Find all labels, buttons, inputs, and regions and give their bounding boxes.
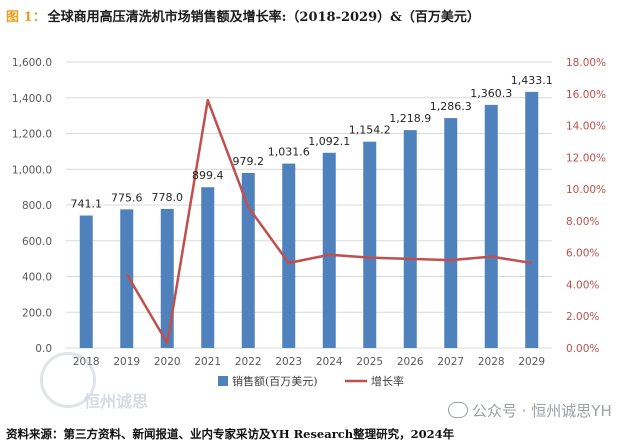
chart-title: 图 1： 全球商用高压清洗机市场销售额及增长率:（2018-2029）&（百万美元… bbox=[6, 6, 480, 25]
bar-value-label: 1,218.9 bbox=[389, 112, 431, 125]
watermark-text: 公众号 · 恒州诚思YH bbox=[472, 402, 612, 420]
y-left-tick-label: 1,400.0 bbox=[12, 93, 52, 105]
y-right-tick-label: 6.00% bbox=[566, 248, 599, 260]
bar-value-label: 979.2 bbox=[233, 155, 265, 168]
y-right-tick-label: 16.00% bbox=[566, 89, 606, 101]
logo-circle-icon bbox=[40, 352, 96, 408]
y-right-tick-label: 0.00% bbox=[566, 343, 599, 355]
y-right-tick-label: 12.00% bbox=[566, 152, 606, 164]
watermark-logo: 恒州诚思 bbox=[40, 352, 170, 412]
x-tick-label: 2019 bbox=[113, 356, 140, 368]
data-labels: 741.1 775.6 778.0899.4979.21,031.61,092.11… bbox=[71, 74, 553, 211]
bar bbox=[403, 130, 417, 348]
bar-value-label: 1,433.1 bbox=[511, 74, 553, 87]
legend-bar-label: 销售额(百万美元) bbox=[232, 374, 318, 388]
x-tick-label: 2028 bbox=[478, 356, 505, 368]
x-tick-label: 2027 bbox=[437, 356, 464, 368]
y-right-tick-label: 4.00% bbox=[566, 279, 599, 291]
x-tick-label: 2024 bbox=[316, 356, 343, 368]
y-left-tick-label: 0.0 bbox=[35, 343, 52, 355]
y-left-tick-label: 200.0 bbox=[22, 307, 52, 319]
figure-colon: ： bbox=[32, 10, 46, 25]
bar bbox=[322, 152, 336, 348]
x-tick-label: 2022 bbox=[235, 356, 262, 368]
bar-value-label: 1,286.3 bbox=[430, 100, 472, 113]
growth-rate-line bbox=[125, 98, 532, 345]
bar-value-label: 1,092.1 bbox=[308, 135, 350, 148]
y-left-tick-label: 1,600.0 bbox=[12, 57, 52, 69]
bar bbox=[484, 104, 498, 348]
x-tick-label: 2026 bbox=[397, 356, 424, 368]
y-right-tick-label: 18.00% bbox=[566, 57, 606, 69]
x-tick-label: 2023 bbox=[275, 356, 302, 368]
axes: 0.0 200.0 400.0 600.0 800.0 1,000.0 1,200.0 1,4… bbox=[12, 57, 606, 368]
bar bbox=[201, 187, 215, 348]
bar bbox=[525, 91, 539, 348]
x-tick-label: 2021 bbox=[194, 356, 221, 368]
bar bbox=[282, 163, 296, 348]
bar bbox=[241, 172, 255, 348]
bar-value-label: 775.6 bbox=[111, 191, 143, 204]
figure-number: 图 1 bbox=[6, 10, 33, 25]
grid-lines bbox=[66, 61, 552, 349]
source-note: 资料来源：第三方资料、新闻报道、业内专家采访及YH Research整理研究，2… bbox=[6, 427, 455, 441]
legend: 销售额(百万美元) 增长率 bbox=[218, 374, 404, 388]
y-left-tick-label: 600.0 bbox=[22, 236, 52, 248]
bar-value-label: 1,031.6 bbox=[268, 146, 310, 159]
legend-line-label: 增长率 bbox=[371, 374, 404, 388]
bar bbox=[160, 208, 174, 348]
logo-text: 恒州诚思 bbox=[84, 392, 149, 411]
y-left-tick-label: 400.0 bbox=[22, 272, 52, 284]
bar-value-label: 1,360.3 bbox=[470, 87, 512, 100]
x-tick-label: 2025 bbox=[356, 356, 383, 368]
bar-value-label: 778.0 bbox=[152, 191, 184, 204]
y-right-tick-label: 8.00% bbox=[566, 216, 599, 228]
bar bbox=[444, 118, 458, 348]
legend-bar-swatch bbox=[218, 376, 228, 386]
x-tick-label: 2020 bbox=[154, 356, 181, 368]
y-right-tick-label: 10.00% bbox=[566, 184, 606, 196]
y-right-tick-label: 2.00% bbox=[566, 311, 599, 323]
y-right-tick-label: 14.00% bbox=[566, 121, 606, 133]
bar-value-label: 899.4 bbox=[192, 169, 224, 182]
bar bbox=[79, 215, 93, 348]
bar bbox=[120, 209, 134, 348]
figure-title-text: 全球商用高压清洗机市场销售额及增长率:（2018-2029）&（百万美元） bbox=[47, 10, 480, 25]
wechat-watermark: 公众号 · 恒州诚思YH bbox=[448, 400, 612, 421]
bar bbox=[363, 141, 377, 348]
x-tick-label: 2029 bbox=[518, 356, 545, 368]
y-left-tick-label: 1,000.0 bbox=[12, 164, 52, 176]
y-left-tick-label: 800.0 bbox=[22, 200, 52, 212]
wechat-icon bbox=[448, 402, 468, 418]
bar-value-label: 741.1 bbox=[71, 198, 103, 211]
bar-value-label: 1,154.2 bbox=[349, 124, 391, 137]
line-series bbox=[125, 98, 532, 345]
y-left-tick-label: 1,200.0 bbox=[12, 129, 52, 141]
bar-series bbox=[79, 91, 539, 348]
